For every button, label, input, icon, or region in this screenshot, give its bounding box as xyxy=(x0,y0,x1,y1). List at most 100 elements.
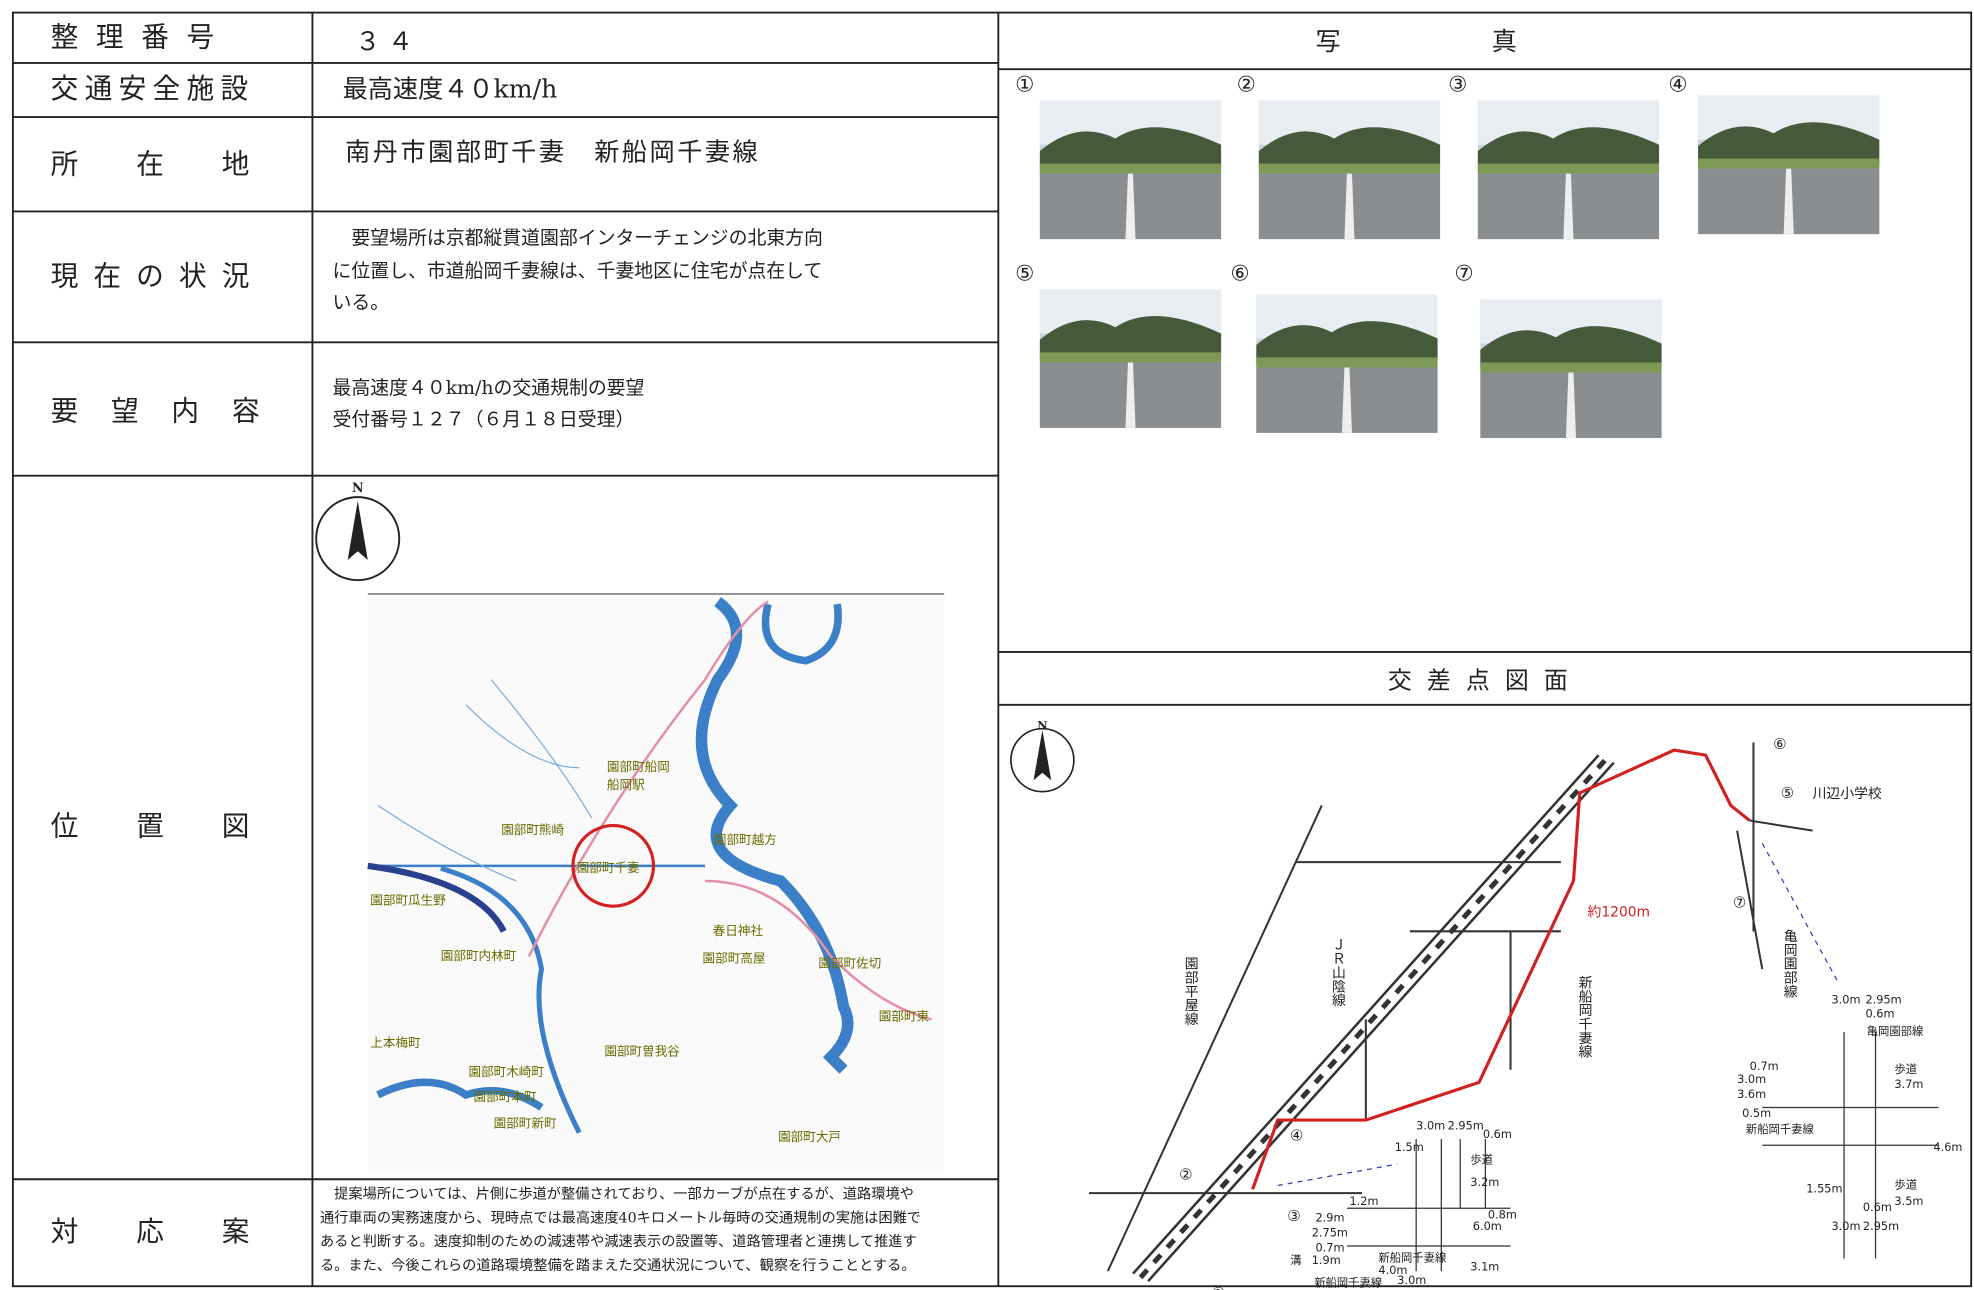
dimension: 0.7m xyxy=(1315,1240,1344,1254)
dimension: 3.7m xyxy=(1894,1077,1923,1091)
dimension: 歩道 xyxy=(1894,1062,1917,1076)
photo-number: ⑥ xyxy=(1230,261,1249,286)
map-label: 園部町越方 xyxy=(714,832,777,847)
photos: 写真 ① ② ③ ④ ⑤ ⑥ ⑦ xyxy=(1015,27,1880,438)
map-label: 春日神社 xyxy=(713,923,764,938)
dimension: 新船岡千妻線 xyxy=(1314,1276,1383,1290)
map-label: 園部町新町 xyxy=(494,1115,557,1130)
dimension: 0.6m xyxy=(1483,1127,1512,1141)
value: 最高速度４０km/h xyxy=(343,75,558,104)
dimension: 3.0m xyxy=(1737,1072,1766,1086)
marker-number: ⑥ xyxy=(1773,735,1787,753)
map-label: 園部町内林町 xyxy=(441,948,517,963)
value: に位置し、市道船岡千妻線は、千妻地区に住宅が点在して xyxy=(333,260,823,282)
photo-number: ⑤ xyxy=(1015,261,1034,286)
dimension: 0.5m xyxy=(1742,1106,1771,1120)
photo xyxy=(1039,289,1222,428)
dimension: 2.95m xyxy=(1863,1219,1899,1233)
dimension: 歩道 xyxy=(1894,1178,1917,1192)
value: 提案場所については、片側に歩道が整備されており、一部カーブが点在するが、道路環境… xyxy=(320,1184,914,1202)
value: 最高速度４０km/hの交通規制の要望 xyxy=(333,377,645,399)
marker-number: ⑦ xyxy=(1733,894,1747,912)
map-label: 園部町木崎町 xyxy=(468,1064,544,1079)
dimension: 4.0m xyxy=(1378,1263,1407,1277)
dimension: 0.6m xyxy=(1865,1006,1894,1020)
marker-number: ① xyxy=(1212,1284,1226,1290)
photo xyxy=(1698,95,1880,235)
photo-number: ③ xyxy=(1448,73,1467,98)
dimension: 亀岡園部線 xyxy=(1867,1024,1924,1038)
rail-name: ＪＲ山陰線 xyxy=(1329,938,1346,1008)
dimension: 新船岡千妻線 xyxy=(1378,1251,1447,1265)
photo xyxy=(1256,294,1438,433)
label: 要望内容 xyxy=(51,394,293,427)
photo xyxy=(1258,100,1441,240)
dimension: 3.0m xyxy=(1831,1219,1860,1233)
dimension: 0.7m xyxy=(1750,1059,1779,1073)
label: 現在の状況 xyxy=(51,260,265,293)
north: N xyxy=(1037,718,1047,732)
north: N xyxy=(352,480,364,495)
value: あると判断する。速度抑制のための減速帯や減速表示の設置等、道路管理者と連携して推… xyxy=(320,1232,917,1250)
dimension: 1.5m xyxy=(1395,1140,1424,1154)
dimension: 3.0m xyxy=(1397,1273,1426,1287)
dimension: 1.2m xyxy=(1349,1194,1378,1208)
dimension: 2.75m xyxy=(1312,1225,1348,1239)
photo-number: ② xyxy=(1237,73,1256,98)
marker-number: ③ xyxy=(1287,1207,1301,1225)
value: いる。 xyxy=(333,291,390,313)
photo-number: ① xyxy=(1015,73,1034,98)
dimension: 6.0m xyxy=(1473,1219,1502,1233)
map-label: 園部町瓜生野 xyxy=(370,893,446,908)
label: 交通安全施設 xyxy=(51,72,255,105)
photo-number: ④ xyxy=(1668,73,1687,98)
photo xyxy=(1480,299,1662,438)
value: 要望場所は京都縦貫道園部インターチェンジの北東方向 xyxy=(333,227,823,249)
value: 通行車両の実務速度から、現時点では最高速度40キロメートル毎時の交通規制の実施は… xyxy=(320,1209,921,1226)
map-label: 上本梅町 xyxy=(370,1035,421,1050)
value: ３４ xyxy=(355,27,420,56)
map-label: 園部町高屋 xyxy=(703,951,766,966)
map-label: 園部町東 xyxy=(879,1008,930,1023)
intersection-diagram: 交差点図面 N 約1200m 園部平屋線 ＪＲ山陰線 新船岡千妻線 亀岡園部線 … xyxy=(1010,667,1962,1290)
map-label: 船岡駅 xyxy=(607,777,645,792)
map-label: 園部町本町 xyxy=(474,1089,537,1104)
dimension: 3.1m xyxy=(1470,1259,1499,1273)
school: 川辺小学校 xyxy=(1813,786,1882,802)
dimension: 3.6m xyxy=(1737,1087,1766,1101)
dimension: 2.9m xyxy=(1315,1210,1344,1224)
map-label: 園部町曽我谷 xyxy=(604,1044,680,1059)
photo xyxy=(1477,100,1660,240)
photo xyxy=(1039,100,1222,240)
marker-number: ④ xyxy=(1290,1126,1304,1144)
distance: 約1200m xyxy=(1588,904,1651,920)
map-label: 園部町佐切 xyxy=(818,956,881,971)
dimension: 0.8m xyxy=(1488,1208,1517,1222)
value: 南丹市園部町千妻 新船岡千妻線 xyxy=(345,138,760,167)
dimension: 3.0m xyxy=(1831,993,1860,1007)
section-title: 写真 xyxy=(1315,27,1667,56)
frame xyxy=(11,11,1973,1288)
dimension: 2.95m xyxy=(1448,1118,1484,1132)
dimension: 歩道 xyxy=(1470,1152,1493,1166)
dimension: 新船岡千妻線 xyxy=(1746,1122,1815,1136)
table-labels: 整理番号 交通安全施設 所在地 現在の状況 要望内容 位置図 対応案 xyxy=(51,21,308,1248)
dimension: 3.0m xyxy=(1416,1118,1445,1132)
label: 整理番号 xyxy=(51,21,232,54)
road-name: 園部平屋線 xyxy=(1182,956,1199,1026)
dimension: 0.6m xyxy=(1863,1200,1892,1214)
map-label: 園部町船岡 xyxy=(607,759,670,774)
value: る。また、今後これらの道路環境整備を踏まえた交通状況について、観察を行うこととす… xyxy=(320,1257,916,1274)
table-values: ３４ 最高速度４０km/h 南丹市園部町千妻 新船岡千妻線 要望場所は京都縦貫道… xyxy=(320,27,921,1274)
map-label: 園部町千妻 xyxy=(577,860,640,875)
label: 所在地 xyxy=(51,148,308,181)
dimension: 3.2m xyxy=(1470,1175,1499,1189)
dimension: 1.9m xyxy=(1312,1253,1341,1267)
dimension: 4.6m xyxy=(1933,1140,1962,1154)
dimension: 溝 xyxy=(1290,1253,1301,1267)
section-title: 交差点図面 xyxy=(1388,667,1583,695)
label: 対応案 xyxy=(51,1215,308,1248)
dimension: 2.95m xyxy=(1865,993,1901,1007)
